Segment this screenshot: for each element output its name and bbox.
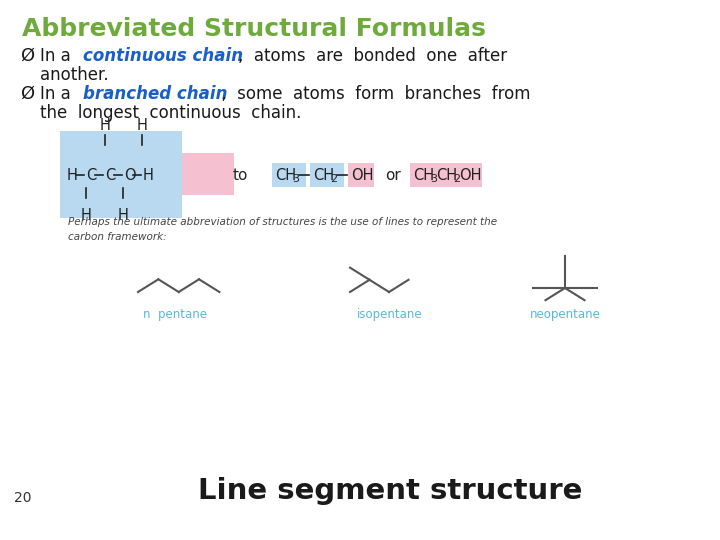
Text: CH: CH: [313, 167, 334, 183]
Text: C: C: [86, 167, 96, 183]
Text: another.: another.: [40, 66, 109, 84]
Text: In a: In a: [40, 85, 81, 103]
Text: ,  atoms  are  bonded  one  after: , atoms are bonded one after: [238, 47, 507, 65]
Text: 20: 20: [14, 491, 32, 505]
Text: H: H: [137, 118, 148, 133]
Text: 3: 3: [292, 174, 299, 184]
Text: the  longest  continuous  chain.: the longest continuous chain.: [40, 104, 302, 122]
Text: Ø: Ø: [20, 85, 34, 103]
Text: Abbreviated Structural Formulas: Abbreviated Structural Formulas: [22, 17, 486, 41]
FancyBboxPatch shape: [60, 131, 182, 218]
Text: or: or: [385, 167, 401, 183]
Text: C: C: [105, 167, 115, 183]
Text: OH: OH: [351, 167, 374, 183]
Text: 3: 3: [430, 174, 437, 184]
Text: CH: CH: [275, 167, 296, 183]
Text: H: H: [143, 167, 154, 183]
Text: H: H: [81, 208, 91, 223]
Text: branched chain: branched chain: [83, 85, 228, 103]
Text: In a: In a: [40, 47, 81, 65]
Text: OH: OH: [459, 167, 482, 183]
Text: continuous chain: continuous chain: [83, 47, 243, 65]
Text: n  pentane: n pentane: [143, 308, 207, 321]
FancyBboxPatch shape: [348, 163, 374, 187]
FancyBboxPatch shape: [272, 163, 306, 187]
FancyBboxPatch shape: [182, 153, 234, 195]
Text: CH: CH: [436, 167, 457, 183]
Text: neopentane: neopentane: [530, 308, 600, 321]
Text: O: O: [124, 167, 135, 183]
Text: ,  some  atoms  form  branches  from: , some atoms form branches from: [216, 85, 531, 103]
Text: CH: CH: [413, 167, 434, 183]
Text: H: H: [99, 118, 110, 133]
Text: isopentane: isopentane: [357, 308, 423, 321]
FancyBboxPatch shape: [310, 163, 344, 187]
Text: 2: 2: [453, 174, 460, 184]
Text: Line segment structure: Line segment structure: [198, 477, 582, 505]
FancyBboxPatch shape: [410, 163, 482, 187]
Text: H: H: [67, 167, 78, 183]
Text: H: H: [117, 208, 128, 223]
Text: 2: 2: [330, 174, 337, 184]
Text: Ø: Ø: [20, 47, 34, 65]
Text: Perhaps the ultimate abbreviation of structures is the use of lines to represent: Perhaps the ultimate abbreviation of str…: [68, 217, 497, 242]
Text: to: to: [233, 167, 248, 183]
